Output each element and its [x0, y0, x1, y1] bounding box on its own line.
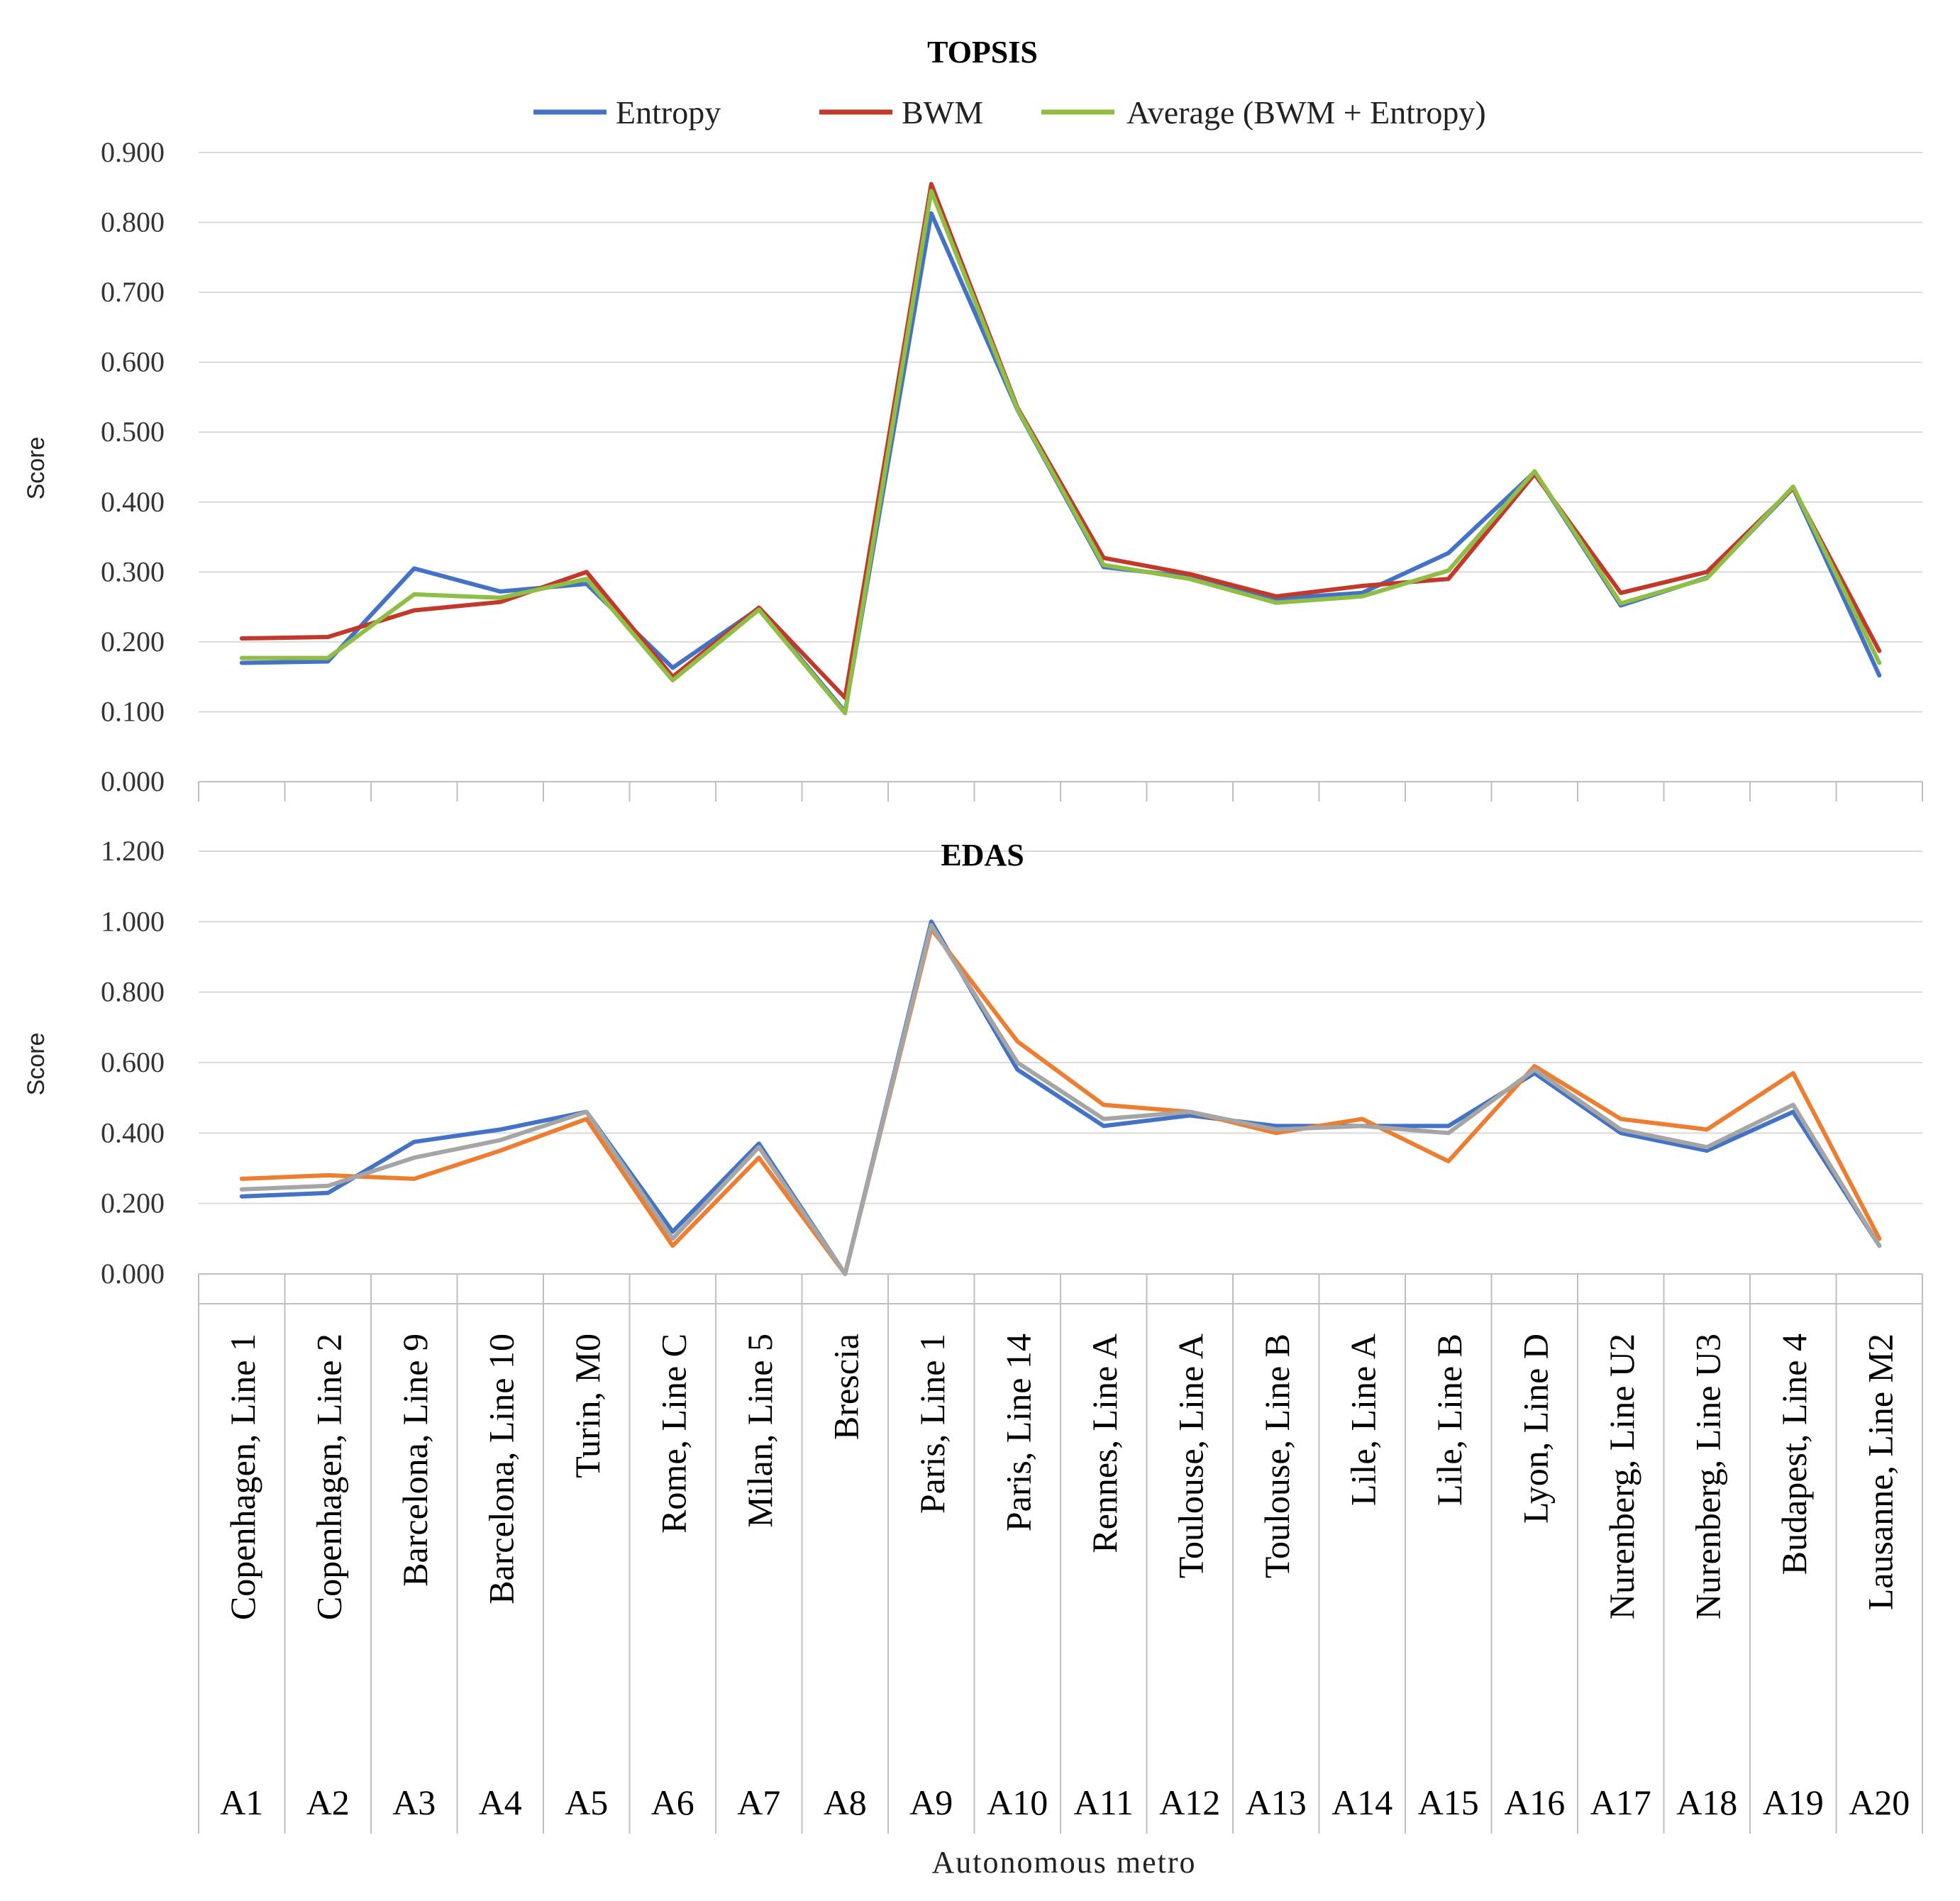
- category-name: Toulouse, Line B: [1257, 1334, 1297, 1578]
- y-tick-label: 0.800: [101, 976, 165, 1008]
- series-line-bwm: [239, 182, 1882, 700]
- category-name: Nurenberg, Line U3: [1688, 1334, 1727, 1619]
- y-axis-label: Score: [23, 437, 50, 500]
- category-code: A17: [1590, 1783, 1651, 1822]
- category-code: A5: [565, 1783, 608, 1822]
- y-tick-label: 0.000: [101, 1258, 165, 1290]
- category-name: Paris, Line 1: [912, 1334, 952, 1514]
- category-code: A2: [306, 1783, 350, 1822]
- y-tick-label: 0.600: [101, 346, 165, 378]
- category-name: Lausanne, Line M2: [1860, 1334, 1900, 1610]
- series-line-bwm: [239, 926, 1882, 1276]
- y-tick-label: 0.800: [101, 206, 165, 238]
- category-code: A20: [1849, 1783, 1910, 1822]
- category-code: A6: [651, 1783, 694, 1822]
- y-tick-label: 1.000: [101, 905, 165, 937]
- category-name: Copenhagen, Line 1: [223, 1334, 262, 1620]
- category-name: Paris, Line 14: [998, 1334, 1038, 1531]
- y-tick-label: 0.300: [101, 555, 165, 587]
- category-name: Barcelona, Line 10: [481, 1334, 521, 1605]
- category-name: Lile, Line B: [1429, 1334, 1469, 1506]
- category-name: Turin, M0: [567, 1334, 607, 1478]
- y-tick-label: 1.200: [101, 835, 165, 867]
- legend-label: Average (BWM + Entropy): [1126, 94, 1486, 131]
- y-tick-label: 0.400: [101, 1116, 165, 1148]
- y-tick-label: 0.500: [101, 416, 165, 448]
- series-line-average-bwm-entropy: [239, 923, 1882, 1276]
- category-code: A15: [1418, 1783, 1479, 1822]
- category-code: A7: [737, 1783, 780, 1822]
- y-tick-label: 0.900: [101, 136, 165, 168]
- category-code: A1: [220, 1783, 263, 1822]
- category-name: Barcelona, Line 9: [395, 1334, 435, 1587]
- series-line-entropy: [239, 919, 1882, 1276]
- category-name: Lile, Line A: [1343, 1334, 1383, 1506]
- category-code: A13: [1246, 1783, 1307, 1822]
- category-name: Toulouse, Line A: [1170, 1334, 1210, 1578]
- y-tick-label: 0.200: [101, 1187, 165, 1219]
- category-code: A14: [1331, 1783, 1393, 1822]
- category-name: Milan, Line 5: [740, 1334, 780, 1528]
- category-code: A8: [824, 1783, 867, 1822]
- category-code: A16: [1504, 1783, 1565, 1822]
- category-code: A12: [1159, 1783, 1220, 1822]
- category-name: Rennes, Line A: [1085, 1334, 1124, 1553]
- series-line-average-bwm-entropy: [239, 189, 1882, 716]
- x-axis-label: Autonomous metro: [932, 1845, 1197, 1880]
- legend-label: BWM: [902, 94, 983, 131]
- legend-label: Entropy: [616, 94, 721, 131]
- y-tick-label: 0.400: [101, 486, 165, 518]
- category-code: A10: [987, 1783, 1048, 1822]
- category-code: A18: [1676, 1783, 1737, 1822]
- y-tick-label: 0.000: [101, 765, 165, 797]
- category-code: A11: [1074, 1783, 1134, 1822]
- category-name: Lyon, Line D: [1515, 1334, 1555, 1524]
- category-code: A4: [479, 1783, 522, 1822]
- chart-title: TOPSIS: [927, 35, 1038, 70]
- category-code: A19: [1763, 1783, 1824, 1822]
- category-name: Budapest, Line 4: [1774, 1334, 1814, 1575]
- y-tick-label: 0.100: [101, 695, 165, 727]
- category-name: Brescia: [826, 1334, 865, 1440]
- category-name: Nurenberg, Line U2: [1602, 1334, 1641, 1619]
- category-name: Rome, Line C: [653, 1334, 693, 1534]
- series-line-entropy: [239, 211, 1882, 714]
- category-code: A9: [909, 1783, 953, 1822]
- category-name: Copenhagen, Line 2: [309, 1334, 348, 1620]
- y-tick-label: 0.600: [101, 1046, 165, 1078]
- y-tick-label: 0.700: [101, 276, 165, 308]
- chart-title: EDAS: [941, 838, 1024, 872]
- y-tick-label: 0.200: [101, 626, 165, 658]
- y-axis-label: Score: [23, 1033, 50, 1096]
- category-code: A3: [392, 1783, 436, 1822]
